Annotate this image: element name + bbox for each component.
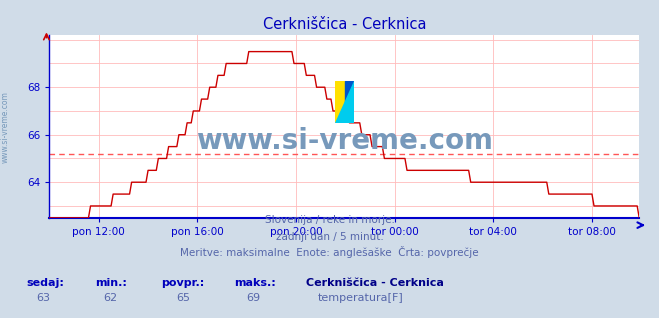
Text: 69: 69 [246, 293, 261, 302]
Text: sedaj:: sedaj: [26, 278, 64, 288]
Text: www.si-vreme.com: www.si-vreme.com [1, 91, 10, 163]
Title: Cerkniščica - Cerknica: Cerkniščica - Cerknica [262, 17, 426, 32]
Bar [335, 81, 345, 123]
Text: 65: 65 [176, 293, 190, 302]
Text: zadnji dan / 5 minut.: zadnji dan / 5 minut. [275, 232, 384, 242]
Text: Meritve: maksimalne  Enote: anglešaške  Črta: povprečje: Meritve: maksimalne Enote: anglešaške Čr… [180, 246, 479, 258]
Text: Cerkniščica - Cerknica: Cerkniščica - Cerknica [306, 278, 444, 288]
Bar [345, 81, 354, 123]
Text: min.:: min.: [96, 278, 127, 288]
Text: www.si-vreme.com: www.si-vreme.com [196, 127, 493, 155]
Text: Slovenija / reke in morje.: Slovenija / reke in morje. [264, 215, 395, 225]
Text: 62: 62 [103, 293, 118, 302]
Text: povpr.:: povpr.: [161, 278, 205, 288]
Polygon shape [335, 81, 354, 123]
Text: maks.:: maks.: [234, 278, 275, 288]
Text: 63: 63 [36, 293, 50, 302]
Text: temperatura[F]: temperatura[F] [318, 293, 403, 302]
